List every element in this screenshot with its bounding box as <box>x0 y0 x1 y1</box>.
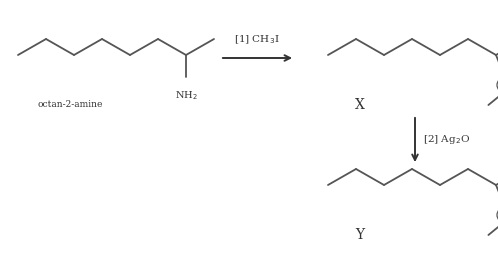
Text: [2] Ag$_2$O: [2] Ag$_2$O <box>423 133 470 147</box>
Text: X: X <box>355 98 365 112</box>
Text: octan-2-amine: octan-2-amine <box>37 100 103 109</box>
Text: [1] CH$_3$I: [1] CH$_3$I <box>234 33 280 46</box>
Text: NH$_2$: NH$_2$ <box>175 89 197 102</box>
Text: Y: Y <box>356 228 365 242</box>
